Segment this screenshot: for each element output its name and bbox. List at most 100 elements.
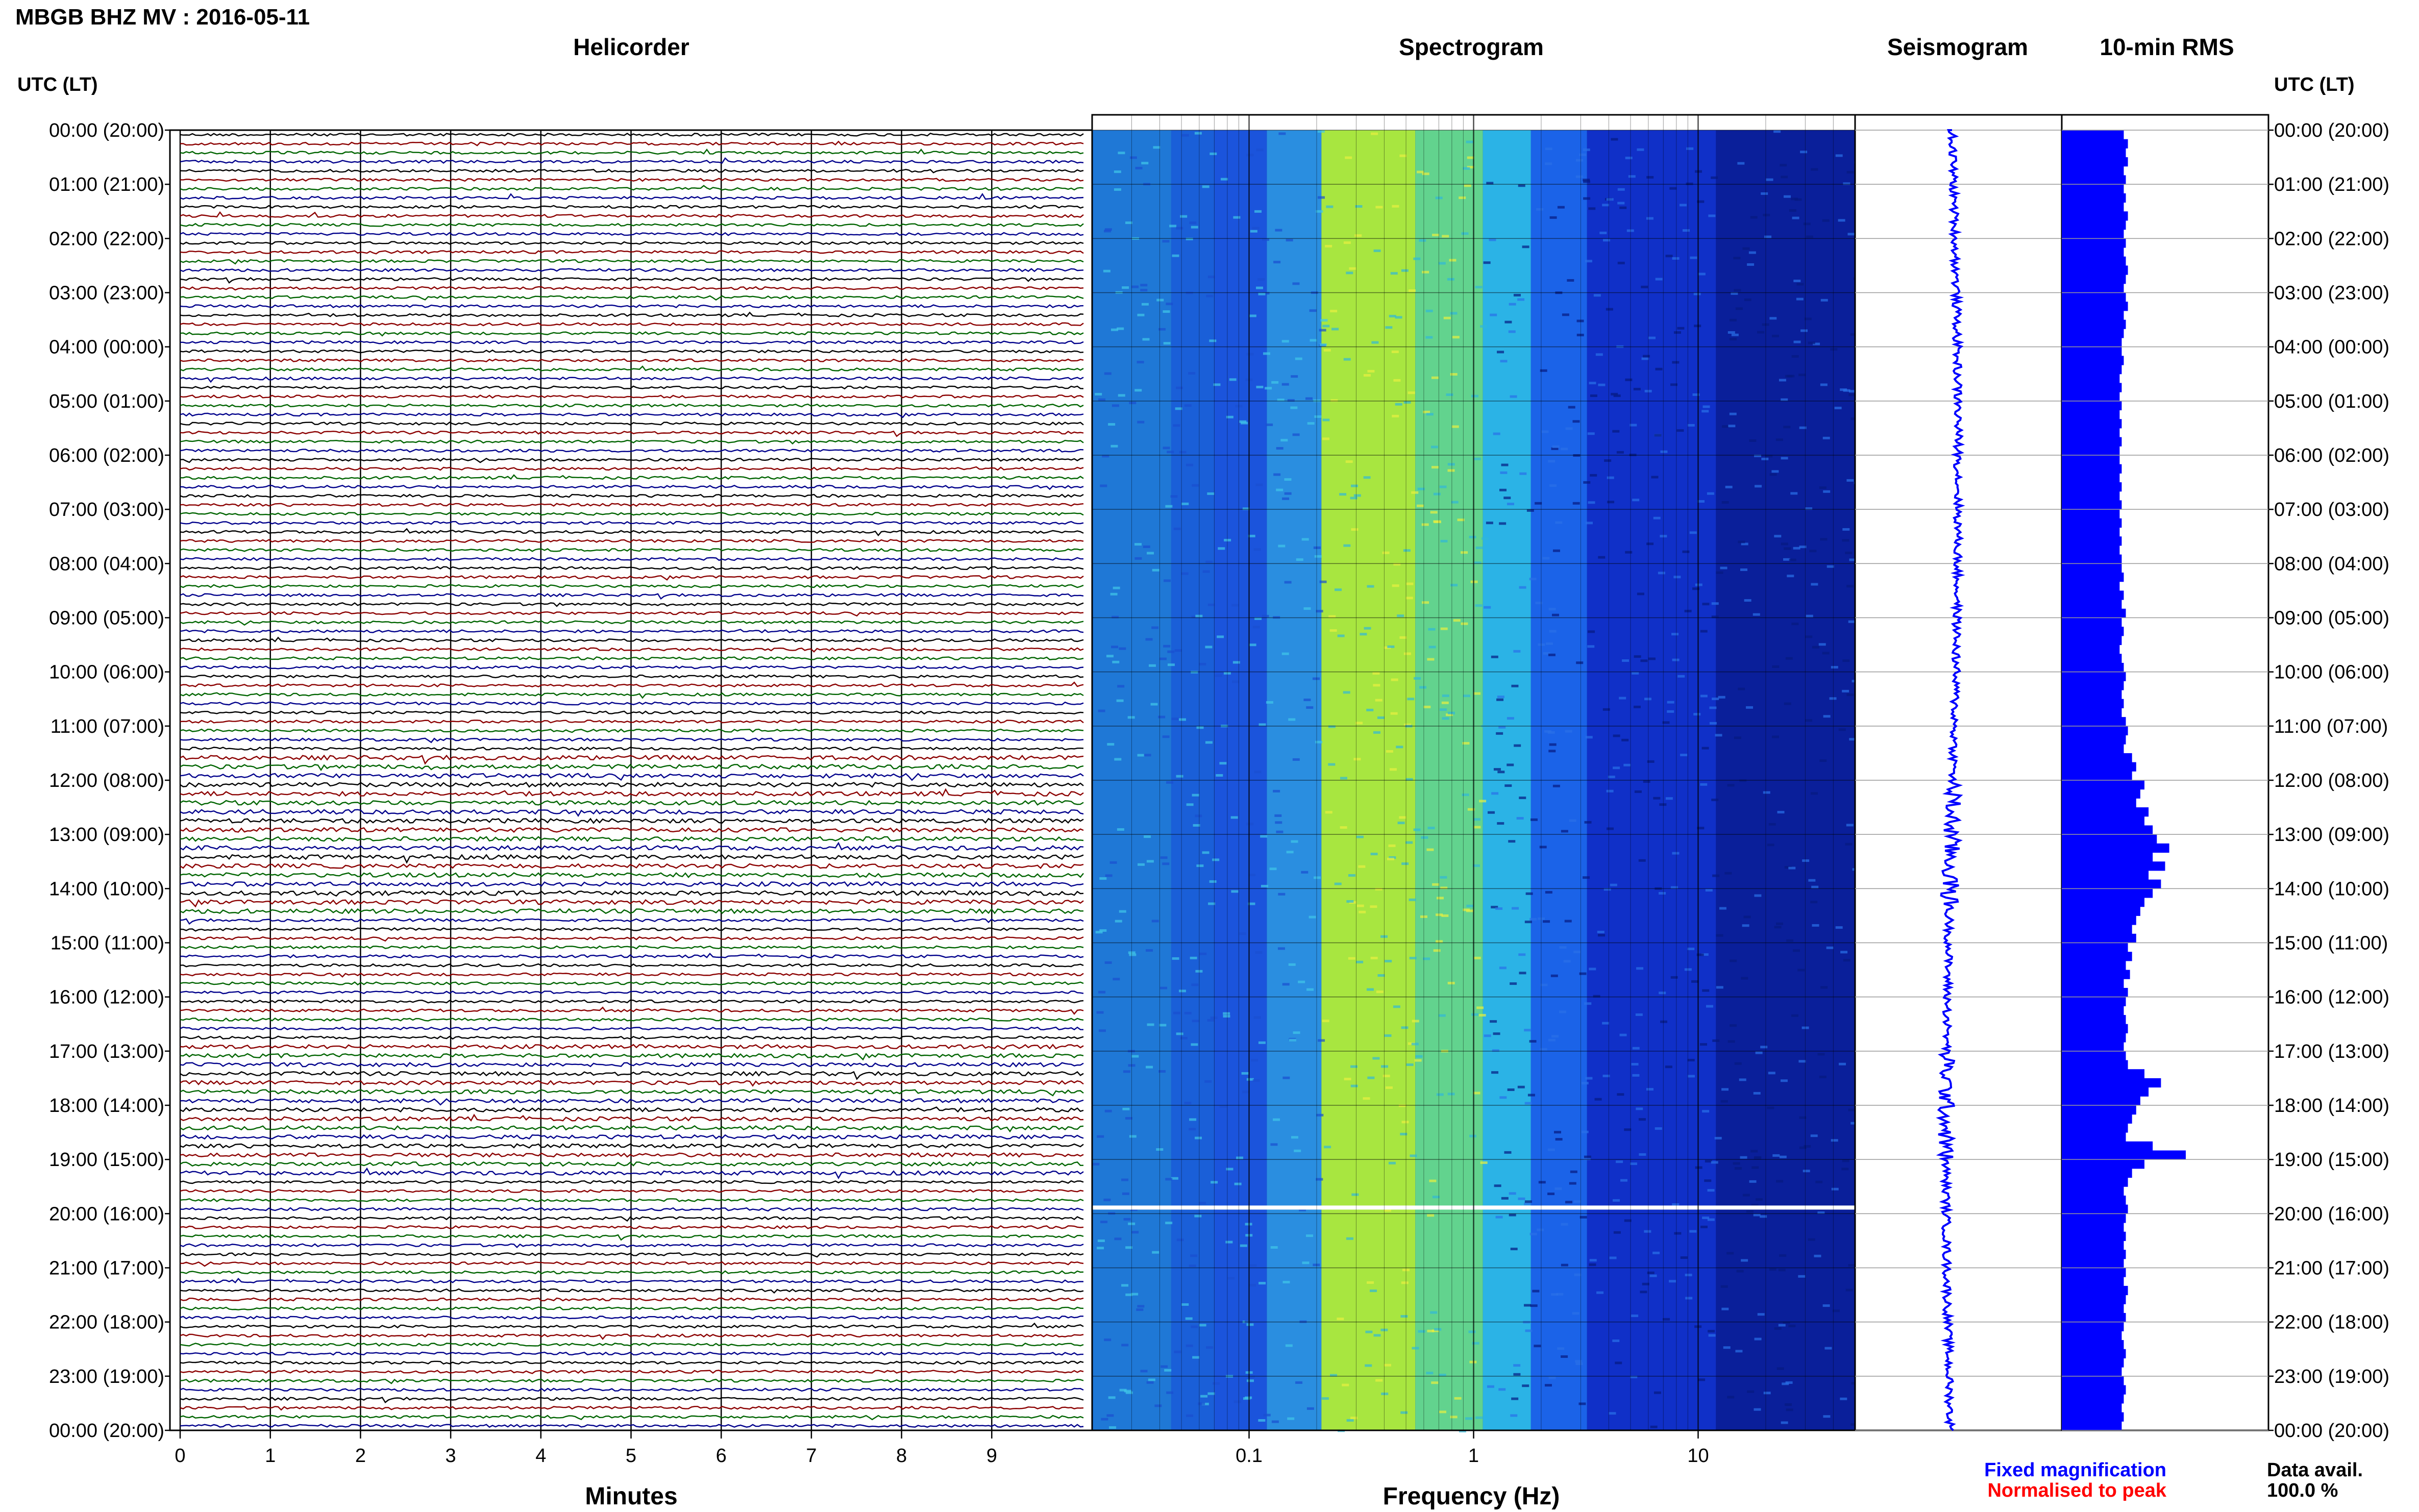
- spectrogram-speckle: [1125, 1391, 1133, 1394]
- spectrogram-speckle: [1188, 371, 1196, 375]
- helicorder-trace: [180, 719, 1084, 724]
- spectrogram-speckle: [1564, 920, 1572, 923]
- spectrogram-speckle: [1846, 824, 1854, 827]
- hour-label-left: 15:00 (11:00): [51, 933, 164, 954]
- spectrogram-speckle: [1478, 1013, 1486, 1017]
- spectrogram-speckle: [1114, 1237, 1122, 1241]
- spectrogram-speckle: [1513, 293, 1521, 296]
- spectrogram-speckle: [1660, 535, 1667, 538]
- spectrogram-speckle: [1781, 457, 1788, 460]
- spectrogram-speckle: [1446, 393, 1453, 396]
- rms-bar: [2062, 1087, 2149, 1097]
- spectrogram-speckle: [1782, 1382, 1789, 1385]
- spectrogram-speckle: [1195, 1136, 1202, 1139]
- rms-bar: [2062, 410, 2120, 419]
- spectrogram-speckle: [1576, 319, 1584, 323]
- spectrogram-speckle: [1789, 558, 1796, 561]
- spectrogram-speckle: [1793, 279, 1801, 282]
- spectrogram-speckle: [1735, 307, 1743, 310]
- x-axes: 0 1 2 3 4 5 6 7 8 9 0.1 1 10: [175, 1430, 1709, 1467]
- spectrogram-speckle: [1774, 1327, 1782, 1330]
- spectrogram-speckle: [1535, 502, 1542, 505]
- spectrogram-speckle: [1798, 374, 1806, 377]
- spectrogram-speckle: [1547, 1193, 1555, 1196]
- spectrogram-speckle: [1587, 645, 1595, 648]
- spectrogram-speckle: [1763, 791, 1770, 794]
- minute-tick-label: 0: [175, 1445, 185, 1467]
- rms-bar: [2062, 1123, 2128, 1133]
- hour-label-right: 18:00 (14:00): [2274, 1095, 2389, 1117]
- spectrogram-speckle: [1138, 863, 1145, 866]
- helicorder-trace: [180, 1006, 1084, 1015]
- helicorder-trace: [180, 1234, 1084, 1241]
- spectrogram-speckle: [1408, 391, 1415, 394]
- spectrogram-speckle: [1686, 182, 1693, 185]
- hour-label-right: 00:00 (20:00): [2274, 1420, 2389, 1442]
- spectrogram-speckle: [1850, 333, 1858, 336]
- spectrogram-speckle: [1446, 713, 1453, 716]
- spectrogram-speckle: [1624, 1219, 1632, 1222]
- spectrogram-speckle: [1258, 292, 1266, 295]
- rms-bar: [2062, 166, 2124, 176]
- spectrogram-speckle: [1163, 645, 1171, 648]
- spectrogram-speckle: [1162, 240, 1170, 243]
- spectrogram-speckle: [1440, 539, 1448, 542]
- spectrogram-speckle: [1504, 1151, 1512, 1154]
- rms-bar: [2062, 997, 2126, 1006]
- spectrogram-speckle: [1318, 1039, 1325, 1042]
- spectrogram-speckle: [1479, 800, 1487, 803]
- spectrogram-speckle: [1122, 1107, 1130, 1110]
- helicorder-trace: [180, 539, 1084, 543]
- spectrogram-speckle: [1248, 902, 1255, 905]
- spectrogram-speckle: [1496, 698, 1504, 701]
- spectrogram-speckle: [1704, 1179, 1712, 1182]
- spectrogram-speckle: [1215, 674, 1222, 677]
- helicorder-trace: [180, 520, 1084, 525]
- spectrogram-speckle: [1461, 551, 1468, 554]
- spectrogram-speckle: [1288, 718, 1296, 721]
- spectrogram-speckle: [1105, 874, 1113, 877]
- spectrogram-speckle: [1192, 1356, 1200, 1359]
- spectrogram-speckle: [1716, 986, 1723, 989]
- rms-bar: [2062, 1051, 2126, 1061]
- spectrogram-speckle: [1463, 695, 1470, 698]
- spectrogram-speckle: [1196, 726, 1204, 729]
- spectrogram-speckle: [1672, 1203, 1680, 1206]
- spectrogram-speckle: [1153, 146, 1161, 149]
- rms-bar: [2062, 690, 2122, 700]
- spectrogram-speckle: [1633, 388, 1641, 391]
- spectrogram-speckle: [1123, 1070, 1130, 1073]
- spectrogram-speckle: [1440, 876, 1447, 879]
- spectrogram-speckle: [1266, 423, 1273, 426]
- spectrogram-speckle: [1233, 216, 1241, 219]
- spectrogram-speckle: [1359, 910, 1366, 913]
- spectrogram-speckle: [1276, 447, 1283, 450]
- spectrogram-speckle: [1451, 501, 1459, 504]
- spectrogram-speckle: [1824, 1347, 1832, 1350]
- spectrogram-speckle: [1420, 915, 1427, 918]
- rms-bar: [2062, 157, 2128, 167]
- spectrogram-speckle: [1299, 1208, 1306, 1211]
- rms-bar: [2062, 473, 2120, 483]
- hour-label-right: 03:00 (23:00): [2274, 283, 2389, 304]
- spectrogram-speckle: [1814, 1254, 1821, 1257]
- helicorder-trace: [180, 841, 1084, 851]
- spectrogram-speckle: [1147, 552, 1154, 555]
- spectrogram-speckle: [1785, 1381, 1793, 1384]
- helicorder-trace: [180, 512, 1084, 516]
- spectrogram-speckle: [1815, 1180, 1823, 1183]
- spectrogram-speckle: [1097, 1135, 1104, 1138]
- helicorder-trace: [180, 322, 1084, 327]
- spectrogram-speckle: [1519, 472, 1527, 475]
- spectrogram-speckle: [1466, 904, 1474, 907]
- spectrogram-speckle: [1440, 886, 1448, 889]
- spectrogram-speckle: [1524, 921, 1532, 924]
- spectrogram-speckle: [1708, 1334, 1716, 1337]
- spectrogram-speckle: [1647, 1271, 1655, 1274]
- spectrogram-speckle: [1113, 586, 1120, 589]
- spectrogram-speckle: [1122, 1192, 1129, 1195]
- spectrogram-speckle: [1403, 549, 1411, 552]
- spectrogram-speckle: [1129, 402, 1137, 405]
- spectrogram-speckle: [1342, 1383, 1349, 1386]
- spectrogram-speckle: [1669, 1280, 1676, 1283]
